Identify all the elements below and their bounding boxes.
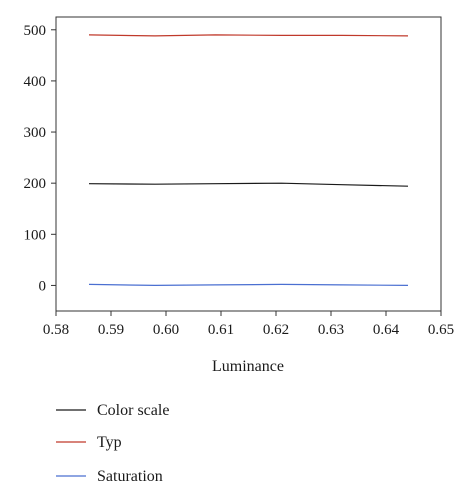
- x-tick-label: 0.59: [98, 322, 124, 338]
- y-tick-label: 100: [24, 227, 47, 243]
- x-axis-ticks: 0.58 0.59 0.60 0.61 0.62 0.63 0.64 0.65: [43, 311, 454, 338]
- legend: Color scale Typ Saturation: [56, 402, 169, 485]
- x-tick-label: 0.64: [373, 322, 400, 338]
- y-tick-label: 400: [24, 74, 47, 90]
- x-tick-label: 0.62: [263, 322, 289, 338]
- x-tick-label: 0.58: [43, 322, 69, 338]
- legend-label: Saturation: [97, 468, 163, 485]
- plot-frame: [55, 16, 442, 312]
- legend-label: Color scale: [97, 402, 169, 419]
- y-tick-label: 500: [24, 23, 47, 39]
- x-axis-title: Luminance: [212, 358, 284, 375]
- series-line-typ: [88, 34, 409, 37]
- series-line-saturation: [88, 283, 409, 287]
- y-tick-label: 300: [24, 125, 47, 141]
- x-tick-label: 0.65: [428, 322, 454, 338]
- series-line-color-scale: [88, 182, 409, 187]
- y-tick-label: 0: [39, 278, 47, 294]
- y-axis-ticks: 500 400 300 200 100 0: [24, 23, 56, 294]
- x-tick-label: 0.60: [153, 322, 179, 338]
- x-tick-label: 0.63: [318, 322, 344, 338]
- series-lines: [88, 34, 409, 287]
- legend-label: Typ: [97, 434, 122, 451]
- y-tick-label: 200: [24, 176, 47, 192]
- x-tick-label: 0.61: [208, 322, 234, 338]
